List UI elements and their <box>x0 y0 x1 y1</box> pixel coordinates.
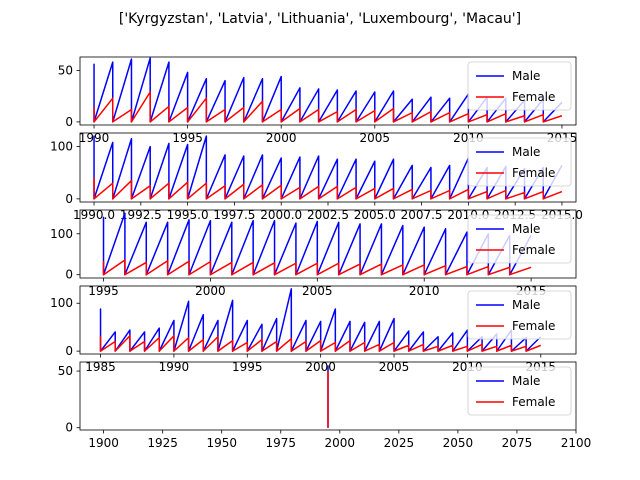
y-tick-label: 100 <box>50 227 73 241</box>
x-tick-label: 1985 <box>85 360 116 374</box>
legend-label-male: Male <box>512 145 540 159</box>
legend: Male Female <box>467 290 572 340</box>
x-tick-label: 1995 <box>232 360 263 374</box>
x-tick-label: 1925 <box>147 436 178 450</box>
subplot-2: 0 100 1990.0 1992.5 1995.0 1997.5 2000.0 2002.5… <box>50 132 583 222</box>
x-tick-label: 2000 <box>325 436 356 450</box>
x-tick-label: 2000.0 <box>260 208 302 222</box>
x-tick-label: 2002.5 <box>307 208 349 222</box>
x-tick-label: 2010 <box>409 284 440 298</box>
x-tick-label: 2005.0 <box>354 208 396 222</box>
y-tick-label: 50 <box>58 364 73 378</box>
legend: Male Female <box>467 366 572 416</box>
x-tick-label: 2000 <box>195 284 226 298</box>
x-tick-label: 1990 <box>159 360 190 374</box>
x-tick-label: 2005 <box>379 360 410 374</box>
x-tick-label: 1900 <box>88 436 119 450</box>
x-tick-label: 2050 <box>443 436 474 450</box>
x-tick-label: 1990.0 <box>73 208 115 222</box>
legend-box <box>467 290 572 340</box>
x-tick-label: 2075 <box>502 436 533 450</box>
x-tick-label: 1995 <box>88 284 119 298</box>
y-tick-label: 0 <box>65 268 73 282</box>
x-tick-label: 1997.5 <box>213 208 255 222</box>
x-tick-label: 2005 <box>360 131 391 145</box>
x-tick-label: 2005 <box>302 284 333 298</box>
figure-title: ['Kyrgyzstan', 'Latvia', 'Lithuania', 'L… <box>119 11 521 27</box>
x-tick-label: 2100 <box>561 436 592 450</box>
axes-frame <box>79 56 577 126</box>
legend-box <box>467 137 572 187</box>
series-group <box>99 288 542 352</box>
subplots: 050199019952000200520102015MaleFemale010… <box>50 56 592 450</box>
x-tick-label: 1995 <box>172 131 203 145</box>
x-tick-label: 2007.5 <box>401 208 443 222</box>
legend-label-male: Male <box>512 374 540 388</box>
series-line-male <box>102 212 532 276</box>
series-line-female <box>93 91 563 123</box>
legend-label-female: Female <box>512 90 555 104</box>
subplot-3: 010019952000200520102015MaleFemale <box>50 209 577 298</box>
axes-frame <box>79 285 577 355</box>
y-tick-label: 0 <box>65 344 73 358</box>
x-tick-label: 1975 <box>265 436 296 450</box>
legend: Male Female <box>467 61 572 111</box>
legend-label-female: Female <box>512 166 555 180</box>
subplot-5: 0 50 1900 1925 1950 1975 2000 2025 2050 2075 2100 M… <box>58 361 592 450</box>
y-tick-label: 0 <box>65 192 73 206</box>
subplot-4: 01001985199019952000200520102015MaleFema… <box>50 285 577 374</box>
y-tick-label: 50 <box>58 63 73 77</box>
legend-box <box>467 61 572 111</box>
y-tick-label: 100 <box>50 140 73 154</box>
series-line-female <box>93 177 563 200</box>
series-line-female <box>102 259 532 276</box>
legend-box <box>467 214 572 264</box>
legend-label-female: Female <box>512 243 555 257</box>
legend-label-female: Female <box>512 395 555 409</box>
x-tick-label: 1950 <box>206 436 237 450</box>
y-tick-label: 0 <box>65 421 73 435</box>
subplot-1: 050199019952000200520102015MaleFemale <box>58 56 577 145</box>
x-tick-label: 1992.5 <box>120 208 162 222</box>
series-line-female <box>99 335 542 352</box>
legend-box <box>467 366 572 416</box>
x-tick-label: 1995.0 <box>167 208 209 222</box>
series-line-male <box>99 288 542 352</box>
axes-frame <box>79 361 577 431</box>
x-tick-label: 2025 <box>384 436 415 450</box>
legend-label-male: Male <box>512 298 540 312</box>
legend-label-female: Female <box>512 319 555 333</box>
y-tick-label: 0 <box>65 115 73 129</box>
legend-label-male: Male <box>512 69 540 83</box>
series-group <box>102 212 532 276</box>
legend: Male Female <box>467 137 572 187</box>
axes-frame <box>79 209 577 279</box>
x-tick-label: 2000 <box>266 131 297 145</box>
y-tick-label: 100 <box>50 296 73 310</box>
legend-label-male: Male <box>512 222 540 236</box>
legend: Male Female <box>467 214 572 264</box>
